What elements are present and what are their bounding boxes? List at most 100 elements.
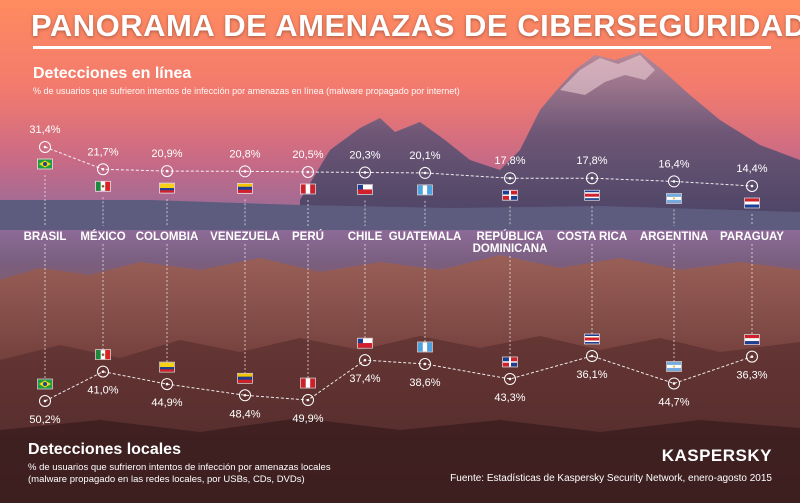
local-point	[39, 395, 51, 407]
local-point	[302, 394, 314, 407]
online-point-dot	[363, 171, 367, 174]
colombia-flag	[159, 182, 175, 194]
local-point-dot	[306, 398, 310, 402]
online-point	[97, 163, 109, 176]
local-value-label: 41,0%	[87, 385, 118, 397]
country-label: MÉXICO	[80, 230, 125, 243]
paraguay-flag-local	[744, 334, 760, 345]
online-value-label: 20,5%	[292, 149, 323, 161]
online-point-dot	[508, 176, 512, 180]
online-point	[161, 165, 173, 178]
online-point-dot	[165, 169, 169, 173]
online-point	[359, 166, 371, 179]
paraguay-flag	[744, 197, 760, 209]
local-heading: Detecciones locales	[28, 441, 181, 458]
local-subtitle: % de usuarios que sufrieron intentos de …	[28, 462, 331, 485]
local-point	[746, 350, 758, 363]
guatemala-flag-local	[417, 341, 433, 353]
local-point-dot	[750, 355, 754, 358]
local-point	[239, 389, 251, 402]
online-point	[239, 165, 251, 178]
guatemala-flag	[417, 184, 433, 196]
online-value-label: 20,9%	[151, 148, 182, 160]
online-value-label: 17,8%	[576, 155, 607, 167]
online-point	[746, 180, 758, 192]
peru-flag-local	[300, 377, 316, 389]
online-value-label: 31,4%	[29, 124, 60, 136]
local-point	[586, 350, 598, 362]
online-point	[419, 166, 431, 179]
online-point-dot	[101, 167, 105, 171]
local-point-dot	[101, 370, 105, 373]
title-underline	[33, 46, 771, 49]
online-value-label: 14,4%	[736, 163, 767, 175]
local-point	[668, 377, 680, 390]
local-value-label: 49,9%	[292, 413, 323, 425]
country-label: PERÚ	[292, 230, 324, 243]
local-point	[504, 372, 516, 385]
online-point-dot	[750, 184, 754, 188]
local-value-label: 36,3%	[736, 370, 767, 382]
local-value-label: 36,1%	[576, 369, 607, 381]
local-value-label: 37,4%	[349, 373, 380, 385]
costa-rica-flag	[584, 189, 600, 201]
local-point-dot	[672, 382, 676, 385]
online-value-label: 17,8%	[494, 155, 525, 167]
local-point-dot	[590, 354, 594, 358]
dominican-republic-flag	[502, 189, 518, 201]
country-label: ARGENTINA	[640, 231, 708, 243]
country-label: CHILE	[348, 231, 383, 243]
local-point	[97, 365, 109, 378]
online-point-dot	[306, 170, 310, 174]
online-point	[504, 172, 516, 185]
kaspersky-logo: KASPERSKY	[661, 446, 772, 465]
country-label: GUATEMALA	[389, 231, 462, 243]
local-point-dot	[43, 399, 47, 403]
venezuela-flag-local	[237, 372, 253, 384]
local-point	[359, 354, 371, 367]
country-label: REPÚBLICA	[476, 230, 543, 243]
online-point-dot	[243, 170, 247, 173]
online-point	[586, 172, 598, 185]
venezuela-flag	[237, 183, 253, 194]
local-value-label: 50,2%	[29, 414, 60, 426]
infographic-title: PANORAMA DE AMENAZAS DE CIBERSEGURIDAD	[31, 8, 800, 43]
online-heading: Detecciones en línea	[33, 65, 192, 82]
local-point-dot	[165, 382, 169, 386]
local-value-label: 44,7%	[658, 396, 689, 408]
brazil-flag-local	[37, 378, 53, 390]
peru-flag	[300, 183, 316, 195]
costa-rica-flag-local	[584, 333, 600, 345]
online-value-label: 16,4%	[658, 158, 689, 170]
local-point-dot	[508, 377, 512, 381]
chile-flag	[357, 184, 373, 195]
local-point-dot	[423, 362, 427, 366]
country-label: VENEZUELA	[210, 231, 280, 243]
dominican-republic-flag-local	[502, 356, 518, 368]
online-subtitle: % de usuarios que sufrieron intentos de …	[33, 86, 460, 96]
local-point	[419, 357, 431, 370]
source-note: Fuente: Estadísticas de Kaspersky Securi…	[450, 473, 772, 484]
local-value-label: 38,6%	[409, 377, 440, 389]
country-label: DOMINICANA	[473, 243, 548, 255]
country-label: PARAGUAY	[720, 231, 784, 243]
online-point-dot	[423, 171, 427, 175]
mexico-flag	[95, 180, 111, 192]
online-value-label: 20,1%	[409, 150, 440, 162]
online-point-dot	[672, 180, 676, 183]
mexico-flag-local	[95, 349, 111, 360]
country-label: COSTA RICA	[557, 231, 627, 243]
brazil-flag	[37, 158, 53, 170]
online-point	[39, 141, 51, 153]
local-value-label: 44,9%	[151, 397, 182, 409]
online-point	[668, 175, 680, 188]
online-point-dot	[590, 176, 594, 180]
online-value-label: 20,8%	[229, 148, 260, 160]
local-point	[161, 378, 173, 391]
colombia-flag-local	[159, 361, 175, 373]
local-value-label: 43,3%	[494, 392, 525, 404]
online-point-dot	[43, 145, 47, 149]
online-value-label: 20,3%	[349, 149, 380, 161]
